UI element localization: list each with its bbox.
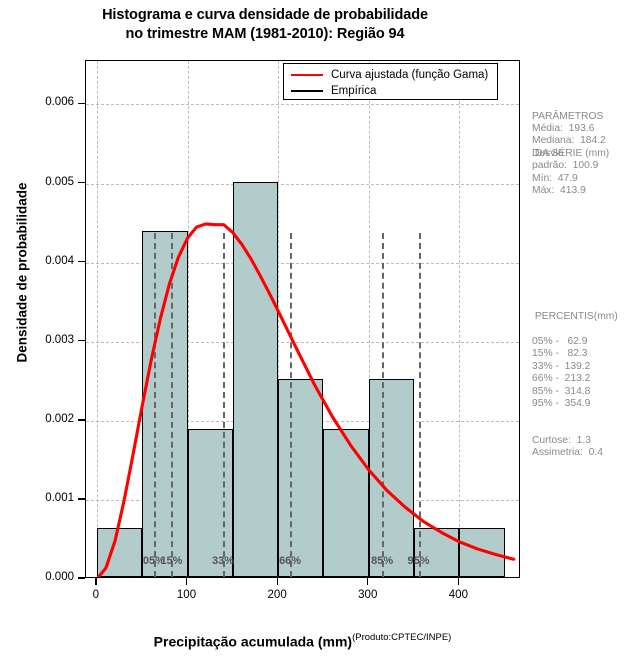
percentile-label-05: 05% bbox=[142, 555, 165, 567]
y-tick-label-1: 0.001 bbox=[45, 491, 74, 504]
percentile-label-15: 15% bbox=[160, 555, 183, 567]
x-tick-mark-2 bbox=[276, 578, 278, 585]
percentile-line-95 bbox=[418, 233, 421, 577]
param-row-1: Mediana: 184.2 bbox=[532, 135, 606, 147]
params-heading-line-1: PARÂMETROS bbox=[532, 110, 604, 122]
x-axis-label-wrap: Precipitação acumulada (mm)(Produto:CPTE… bbox=[85, 632, 520, 651]
legend-item-empirical: Empírica bbox=[289, 83, 492, 99]
params-heading-line-2: DA SÉRIE (mm) bbox=[532, 148, 610, 160]
y-tick-mark-2 bbox=[78, 419, 85, 421]
grid-line-v-1 bbox=[187, 61, 189, 577]
x-axis-label-source: (Produto:CPTEC/INPE) bbox=[352, 632, 452, 643]
y-tick-mark-4 bbox=[78, 261, 85, 263]
title-line-2: no trimestre MAM (1981-2010): Região 94 bbox=[125, 26, 405, 42]
x-tick-mark-4 bbox=[457, 578, 460, 585]
title-line-1: Histograma e curva densidade de probabil… bbox=[102, 7, 428, 23]
y-tick-mark-6 bbox=[78, 102, 85, 105]
grid-line-h-6 bbox=[86, 104, 519, 106]
legend-label-empirical: Empírica bbox=[331, 85, 377, 97]
percentile-label-85: 85% bbox=[371, 555, 394, 567]
x-tick-label-1: 100 bbox=[176, 589, 197, 601]
y-tick-mark-1 bbox=[78, 498, 85, 500]
legend: Curva ajustada (função Gama) Empírica bbox=[283, 63, 498, 100]
y-tick-label-4: 0.004 bbox=[45, 254, 74, 267]
histogram-bar bbox=[459, 527, 505, 577]
percentil-row-5: 95% - 354.9 bbox=[532, 398, 591, 410]
percentil-row-2: 33% - 139.2 bbox=[532, 360, 591, 372]
percentile-line-85 bbox=[382, 233, 385, 577]
params-heading: PARÂMETROS DA SÉRIE (mm) bbox=[532, 86, 640, 185]
percentil-row-4: 85% - 314.8 bbox=[532, 385, 591, 397]
grid-line-h-4 bbox=[86, 262, 519, 264]
fitted-gamma-curve bbox=[96, 222, 516, 577]
percentis-list: 05% - 62.9 15% - 82.3 33% - 139.2 66% - 213… bbox=[532, 336, 640, 410]
param-row-5: Máx: 413.9 bbox=[532, 185, 586, 197]
legend-color-swatch-empirical bbox=[291, 90, 323, 92]
y-tick-label-3: 0.003 bbox=[45, 333, 74, 346]
side-panel: PARÂMETROS DA SÉRIE (mm) Média: 193.6 Med… bbox=[532, 0, 640, 660]
y-tick-label-0: 0.000 bbox=[45, 571, 74, 583]
x-tick-label-0: 0 bbox=[92, 589, 100, 601]
y-tick-label-6: 0.006 bbox=[45, 96, 74, 109]
plot-area: 05% 15% 33% 66% 85% 95% Curva ajustada (funçã… bbox=[85, 60, 520, 578]
plot-inner: 05% 15% 33% 66% 85% 95% bbox=[86, 61, 519, 577]
x-axis-label: Precipitação acumulada (mm) bbox=[153, 633, 353, 650]
histogram-bar bbox=[278, 379, 324, 577]
percentil-row-1: 15% - 82.3 bbox=[532, 348, 588, 360]
percentile-line-66 bbox=[290, 233, 293, 577]
param-row-4: Mín: 47.9 bbox=[532, 172, 578, 184]
stat-row-1: Assimetria: 0.4 bbox=[532, 447, 603, 459]
percentile-label-33: 33% bbox=[212, 555, 235, 567]
grid-line-v-3 bbox=[368, 61, 370, 577]
histogram-bar bbox=[187, 428, 233, 577]
x-tick-label-3: 300 bbox=[358, 589, 378, 601]
x-tick-mark-0 bbox=[95, 578, 97, 585]
histogram-bar bbox=[232, 181, 279, 577]
stat-row-0: Curtose: 1.3 bbox=[532, 435, 591, 446]
percentile-label-66: 66% bbox=[279, 555, 302, 567]
y-tick-label-2: 0.002 bbox=[45, 412, 74, 425]
stats-list: Curtose: 1.3 Assimetria: 0.4 bbox=[532, 435, 640, 460]
percentil-row-3: 66% - 213.2 bbox=[532, 373, 591, 385]
percentile-label-95: 95% bbox=[407, 555, 430, 567]
y-tick-mark-0 bbox=[78, 577, 85, 579]
param-row-3: padrão: 100.9 bbox=[532, 160, 599, 172]
grid-line-h-5 bbox=[86, 183, 519, 185]
page-title: Histograma e curva densidade de probabil… bbox=[0, 6, 530, 44]
legend-item-fitted: Curva ajustada (função Gama) bbox=[289, 67, 492, 83]
grid-line-v-0 bbox=[96, 61, 98, 577]
x-tick-mark-3 bbox=[367, 578, 369, 585]
percentis-heading: PERCENTIS(mm) bbox=[532, 311, 618, 322]
percentile-line-15 bbox=[171, 233, 174, 577]
legend-label-fitted: Curva ajustada (função Gama) bbox=[331, 69, 489, 81]
percentile-line-33 bbox=[223, 233, 226, 577]
grid-line-v-2 bbox=[278, 61, 280, 577]
x-tick-label-2: 200 bbox=[267, 589, 287, 601]
histogram-bar bbox=[414, 527, 460, 577]
y-axis-label: Densidade de probabilidade bbox=[14, 182, 30, 363]
percentil-row-0: 05% - 62.9 bbox=[532, 336, 588, 347]
x-tick-label-4: 400 bbox=[448, 589, 468, 601]
y-tick-mark-5 bbox=[78, 181, 85, 184]
param-row-0: Média: 193.6 bbox=[532, 123, 595, 134]
y-tick-mark-3 bbox=[78, 340, 85, 342]
gamma-curve-path bbox=[96, 222, 516, 577]
percentile-line-05 bbox=[153, 233, 156, 577]
grid-line-h-3 bbox=[86, 341, 519, 343]
legend-color-swatch-fitted bbox=[291, 74, 323, 76]
grid-line-v-4 bbox=[459, 61, 461, 577]
histogram-bar bbox=[323, 428, 369, 577]
x-tick-mark-1 bbox=[185, 578, 188, 585]
y-tick-label-5: 0.005 bbox=[45, 175, 74, 188]
params-list: Média: 193.6 Mediana: 184.2 Desvio padrão: … bbox=[532, 123, 640, 197]
param-row-2: Desvio bbox=[532, 147, 564, 159]
